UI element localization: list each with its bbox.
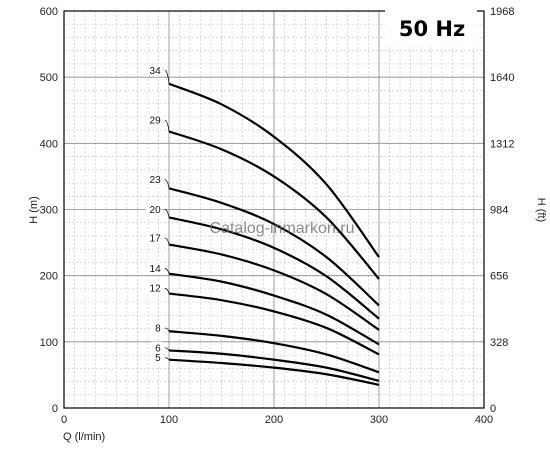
curves: 34 29 23 20 17 14 12 8 65	[145, 64, 380, 386]
curve-34-leadin	[164, 70, 170, 84]
curve-5-leadin	[164, 357, 170, 360]
curve-label-34: 34	[150, 66, 162, 77]
x-tick-label: 100	[160, 414, 178, 426]
curve-label-5: 5	[155, 353, 161, 364]
curve-23	[168, 187, 380, 307]
curve-label-20: 20	[150, 205, 162, 216]
curve-34	[168, 82, 380, 258]
curve-29	[168, 130, 380, 280]
curve-23-leadin	[164, 179, 170, 189]
curve-6	[168, 349, 380, 382]
curve-label-bg	[145, 282, 162, 295]
curve-label-bg	[145, 64, 162, 77]
x-axis-label: Q (l/min)	[63, 431, 105, 443]
y-tick-label-right: 984	[490, 205, 508, 217]
y-tick-label-right: 1968	[490, 6, 514, 18]
watermark-text: Catalog-inmarkon.ru	[210, 220, 355, 237]
curve-14-leadin	[164, 268, 170, 274]
curve-17-leadin	[164, 237, 170, 245]
curve-6-leadin	[164, 347, 170, 351]
x-tick-label: 0	[61, 414, 67, 426]
curve-label-bg	[151, 321, 162, 334]
curve-label-bg	[151, 351, 162, 364]
y-tick-label-right: 1640	[490, 72, 514, 84]
curve-14	[168, 272, 380, 346]
y-tick-label-left: 500	[40, 72, 58, 84]
badge-box	[385, 10, 477, 46]
curve-label-bg	[145, 114, 162, 127]
curve-12	[168, 292, 380, 356]
curve-label-17: 17	[150, 233, 162, 244]
curve-12-leadin	[164, 287, 170, 294]
curve-label-bg	[145, 203, 162, 216]
curve-20-leadin	[164, 209, 170, 218]
y-tick-label-right: 1312	[490, 138, 514, 150]
frequency-badge: 50 Hz	[399, 17, 465, 41]
curve-label-14: 14	[150, 264, 162, 275]
x-tick-label: 400	[475, 414, 493, 426]
y-axis-label-right: H (ft)	[535, 198, 547, 222]
plot-frame	[63, 10, 485, 409]
curve-label-bg	[145, 262, 162, 275]
y-tick-label-left: 100	[40, 337, 58, 349]
curve-label-23: 23	[150, 175, 162, 186]
ticks: 0 100 200 300 400010020030040050060003286569…	[40, 6, 515, 426]
curve-label-29: 29	[150, 116, 162, 127]
y-tick-label-left: 200	[40, 271, 58, 283]
x-tick-label: 200	[265, 414, 283, 426]
y-axis-label-left: H (m)	[28, 196, 40, 224]
y-tick-label-left: 600	[40, 6, 58, 18]
curve-label-6: 6	[155, 343, 161, 354]
curve-8	[168, 330, 380, 374]
curve-20	[168, 216, 380, 320]
y-tick-label-right: 328	[490, 337, 508, 349]
x-tick-label: 300	[370, 414, 388, 426]
y-tick-label-right: 656	[490, 271, 508, 283]
curve-label-bg	[145, 231, 162, 244]
y-tick-label-left: 0	[52, 403, 58, 415]
curve-label-12: 12	[150, 284, 162, 295]
curve-label-bg	[151, 341, 162, 354]
curve-17	[168, 243, 380, 331]
curve-8-leadin	[164, 327, 170, 332]
y-tick-label-right: 0	[490, 403, 496, 415]
curve-label-bg	[145, 173, 162, 186]
curve-5	[168, 358, 380, 386]
y-tick-label-left: 300	[40, 205, 58, 217]
curve-29-leadin	[164, 119, 170, 132]
curve-label-8: 8	[155, 323, 161, 334]
y-tick-label-left: 400	[40, 138, 58, 150]
